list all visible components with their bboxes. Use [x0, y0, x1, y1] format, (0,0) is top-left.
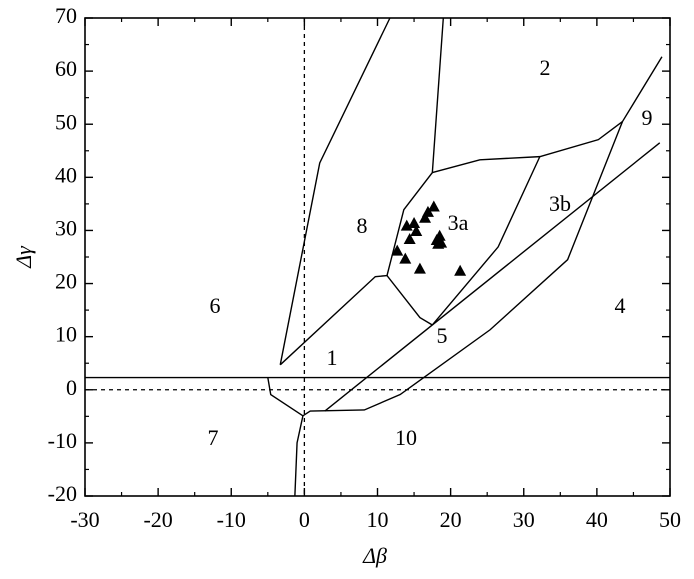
x-tick-label: -30	[70, 507, 99, 532]
region-label: 8	[357, 213, 368, 238]
region-label: 4	[615, 293, 626, 318]
region-label: 3a	[448, 210, 469, 235]
scatter-point	[419, 211, 432, 223]
region-label: 10	[395, 425, 417, 450]
scatter-point	[413, 262, 426, 274]
x-tick-label: 20	[440, 507, 462, 532]
x-tick-label: -10	[217, 507, 246, 532]
region-label: 3b	[549, 191, 571, 216]
region-label: 2	[540, 55, 551, 80]
scatter-point	[427, 200, 440, 212]
y-tick-label: 20	[55, 269, 77, 294]
y-tick-label: 50	[55, 109, 77, 134]
y-tick-label: -20	[48, 481, 77, 506]
x-tick-label: 30	[513, 507, 535, 532]
region-label: 9	[642, 105, 653, 130]
region-label: 7	[208, 425, 219, 450]
x-tick-label: 0	[299, 507, 310, 532]
scatter-point	[403, 232, 416, 244]
y-tick-label: -10	[48, 428, 77, 453]
boundary-line	[294, 121, 624, 497]
boundary-line	[324, 142, 661, 412]
boundary-line	[279, 274, 433, 366]
region-label: 5	[437, 323, 448, 348]
scatter-point	[391, 244, 404, 256]
y-tick-label: 60	[55, 56, 77, 81]
plot-frame	[84, 17, 671, 497]
y-tick-label: 10	[55, 322, 77, 347]
scatter-point	[435, 236, 448, 248]
y-tick-label: 30	[55, 215, 77, 240]
scatter-point	[408, 217, 421, 229]
y-tick-label: 70	[55, 3, 77, 28]
y-tick-label: 40	[55, 162, 77, 187]
y-tick-label: 0	[66, 375, 77, 400]
region-label: 6	[210, 293, 221, 318]
scatter-point	[399, 252, 412, 264]
x-tick-label: 40	[586, 507, 608, 532]
boundary-line	[386, 17, 445, 276]
scatter-point	[454, 264, 467, 276]
scatter-point	[410, 224, 423, 236]
scatter-point	[433, 229, 446, 241]
boundary-line	[432, 56, 663, 174]
x-tick-label: 10	[367, 507, 389, 532]
x-tick-label: -20	[143, 507, 172, 532]
x-axis-label: Δβ	[362, 543, 387, 568]
region-label: 1	[327, 345, 338, 370]
boundary-line	[267, 377, 304, 417]
boundary-line	[431, 156, 541, 326]
x-tick-label: 50	[659, 507, 681, 532]
boundary-line	[279, 17, 391, 365]
y-axis-label: Δγ	[11, 245, 36, 269]
